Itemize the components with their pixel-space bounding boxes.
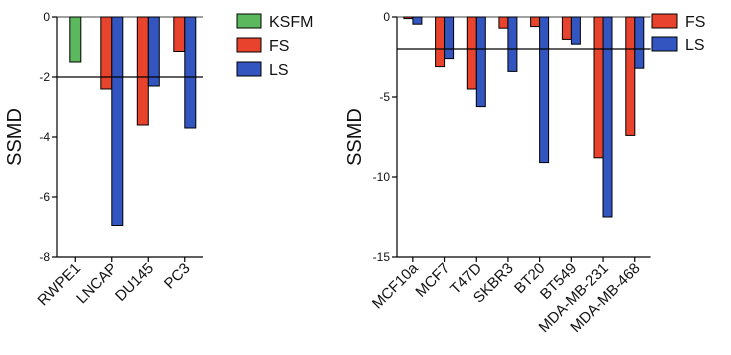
- bar-ls-mda-mb-231: [602, 16, 613, 218]
- y-tick-label: 0: [383, 10, 390, 24]
- bar-fs-mda-mb-468: [625, 16, 636, 136]
- legend-swatch-ls: [651, 36, 678, 52]
- legend-label-fs: FS: [269, 38, 289, 55]
- y-tick-label: 0: [43, 10, 50, 24]
- x-tick-label: LNCAP: [73, 260, 120, 307]
- bar-fs-mcf7: [435, 16, 446, 68]
- bar-fs-bt549: [561, 16, 572, 40]
- legend-label-ls: LS: [685, 37, 705, 54]
- bar-ls-mda-mb-468: [634, 16, 645, 69]
- legend-swatch-ls: [236, 61, 262, 77]
- bar-ls-skbr3: [507, 16, 518, 72]
- bar-fs-skbr3: [498, 16, 509, 29]
- bar-ksfm-rwpe1: [69, 16, 82, 63]
- y-tick-label: -4: [39, 130, 50, 144]
- y-tick-label: -15: [373, 250, 391, 264]
- bar-fs-t47d: [466, 16, 477, 90]
- bar-ls-pc3: [184, 16, 197, 129]
- bar-fs-lncap: [100, 16, 113, 90]
- legend-label-ls: LS: [269, 62, 289, 79]
- y-tick-label: -2: [39, 70, 50, 84]
- bar-ls-lncap: [111, 16, 124, 226]
- bar-ls-bt549: [570, 16, 581, 45]
- bar-fs-mda-mb-231: [593, 16, 604, 159]
- bar-fs-bt20: [530, 16, 541, 28]
- y-tick-label: -6: [39, 190, 50, 204]
- y-tick-label: -8: [39, 250, 50, 264]
- legend-swatch-ksfm: [236, 13, 262, 29]
- x-tick-label: MCF7: [412, 260, 453, 301]
- x-tick-label: DU145: [112, 260, 157, 305]
- legend-label-ksfm: KSFM: [269, 14, 313, 31]
- chart-breast: 0-5-10-15MCF10aMCF7T47DSKBR3BT20BT549MDA…: [344, 10, 705, 336]
- bar-ls-t47d: [475, 16, 486, 108]
- x-tick-label: PC3: [161, 260, 194, 293]
- y-axis-label: SSMD: [4, 108, 26, 166]
- bar-ls-bt20: [539, 16, 550, 164]
- bar-ls-du145: [147, 16, 160, 87]
- bar-fs-du145: [136, 16, 149, 126]
- x-tick-label: RWPE1: [35, 260, 85, 310]
- legend-swatch-fs: [236, 37, 262, 53]
- bar-ls-mcf10a: [412, 16, 423, 25]
- y-tick-label: -5: [379, 90, 390, 104]
- bar-fs-pc3: [173, 16, 186, 52]
- y-axis-label: SSMD: [344, 108, 366, 166]
- legend-label-fs: FS: [685, 14, 705, 31]
- legend-swatch-fs: [651, 13, 678, 29]
- y-tick-label: -10: [373, 170, 391, 184]
- bar-ls-mcf7: [444, 16, 455, 60]
